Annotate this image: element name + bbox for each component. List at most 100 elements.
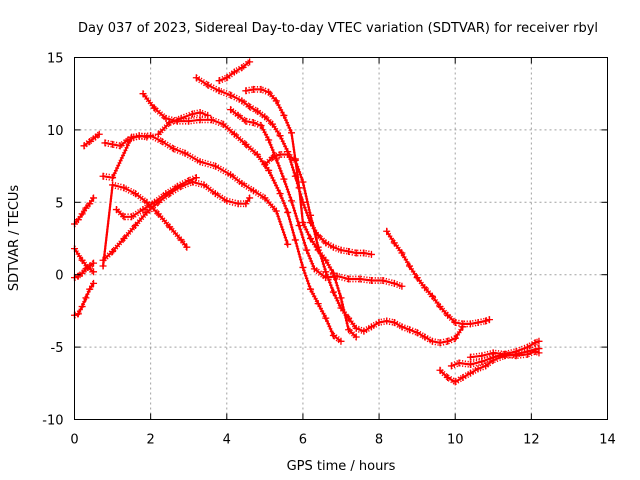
series-marks-upper: [104, 132, 147, 145]
data-point: [322, 256, 330, 264]
data-point: [139, 90, 147, 98]
x-tick-label: 14: [599, 433, 616, 448]
data-point: [383, 317, 391, 325]
y-tick-label: 5: [55, 196, 63, 211]
data-point: [329, 288, 337, 296]
data-point: [288, 129, 296, 137]
y-tick-label: 15: [47, 52, 64, 67]
data-point: [352, 324, 360, 332]
x-tick-label: 4: [223, 433, 231, 448]
series-marks-upper: [195, 74, 372, 253]
data-point: [177, 114, 185, 122]
series-arc16: [227, 106, 406, 290]
data-point: [291, 156, 299, 164]
data-point: [406, 326, 414, 334]
data-series: [71, 58, 543, 386]
series-line: [73, 247, 95, 273]
data-point: [268, 153, 276, 161]
data-point: [150, 104, 158, 112]
data-point: [120, 213, 128, 221]
data-point: [196, 116, 204, 124]
data-point: [531, 347, 539, 355]
data-point: [421, 333, 429, 341]
series-line: [195, 76, 373, 256]
data-point: [131, 190, 139, 198]
data-point: [120, 184, 128, 192]
data-point: [337, 304, 345, 312]
data-point: [375, 318, 383, 326]
data-point: [421, 284, 429, 292]
data-point: [74, 272, 82, 280]
data-point: [345, 326, 353, 334]
data-point: [390, 239, 398, 247]
data-point: [223, 197, 231, 205]
data-point: [143, 133, 151, 141]
data-point: [74, 216, 82, 224]
data-point: [109, 181, 117, 189]
series-marks-upper: [230, 106, 403, 285]
x-tick-label: 2: [147, 433, 155, 448]
data-point: [451, 378, 459, 386]
series-arc13: [192, 74, 375, 258]
data-point: [84, 263, 92, 271]
series-line: [229, 108, 403, 288]
data-point: [99, 262, 107, 270]
series-marks-lower: [104, 137, 147, 150]
data-point: [183, 243, 191, 251]
data-point: [291, 236, 299, 244]
data-point: [234, 200, 242, 208]
data-point: [436, 339, 444, 347]
data-point: [238, 64, 246, 72]
data-point: [352, 333, 360, 341]
data-point: [307, 285, 315, 293]
series-line: [101, 134, 289, 246]
data-point: [489, 349, 497, 357]
data-point: [192, 74, 200, 82]
data-point: [192, 174, 200, 182]
data-point: [143, 208, 151, 216]
data-point: [196, 109, 204, 117]
data-point: [482, 317, 490, 325]
data-point: [535, 337, 543, 345]
data-point: [154, 130, 162, 138]
series-arc21: [466, 347, 543, 361]
data-point: [261, 113, 269, 121]
series-marks-upper: [115, 174, 197, 216]
data-point: [227, 91, 235, 99]
data-point: [181, 149, 189, 157]
data-point: [185, 177, 193, 185]
data-point: [276, 132, 284, 140]
y-axis-label: SDTVAR / TECUs: [7, 185, 22, 292]
data-point: [345, 275, 353, 283]
data-point: [314, 243, 322, 251]
data-point: [242, 140, 250, 148]
data-point: [223, 74, 231, 82]
data-point: [352, 249, 360, 257]
data-point: [478, 352, 486, 360]
data-point: [280, 175, 288, 183]
series-arc10: [112, 174, 200, 221]
series-arc7: [99, 132, 292, 248]
data-point: [436, 303, 444, 311]
y-tick-label: -10: [42, 414, 63, 429]
data-point: [284, 240, 292, 248]
data-point: [158, 137, 166, 145]
data-point: [253, 107, 261, 115]
data-point: [466, 320, 474, 328]
series-arc15: [242, 85, 360, 341]
data-point: [390, 279, 398, 287]
data-point: [383, 227, 391, 235]
data-point: [310, 265, 318, 273]
data-point: [78, 303, 86, 311]
data-point: [99, 172, 107, 180]
series-line: [101, 183, 188, 268]
x-tick-label: 0: [70, 433, 78, 448]
data-point: [268, 120, 276, 128]
data-point: [466, 360, 474, 368]
plot-frame: [74, 57, 608, 420]
data-point: [322, 239, 330, 247]
data-point: [128, 213, 136, 221]
data-point: [314, 300, 322, 308]
series-marks-lower: [157, 114, 209, 138]
